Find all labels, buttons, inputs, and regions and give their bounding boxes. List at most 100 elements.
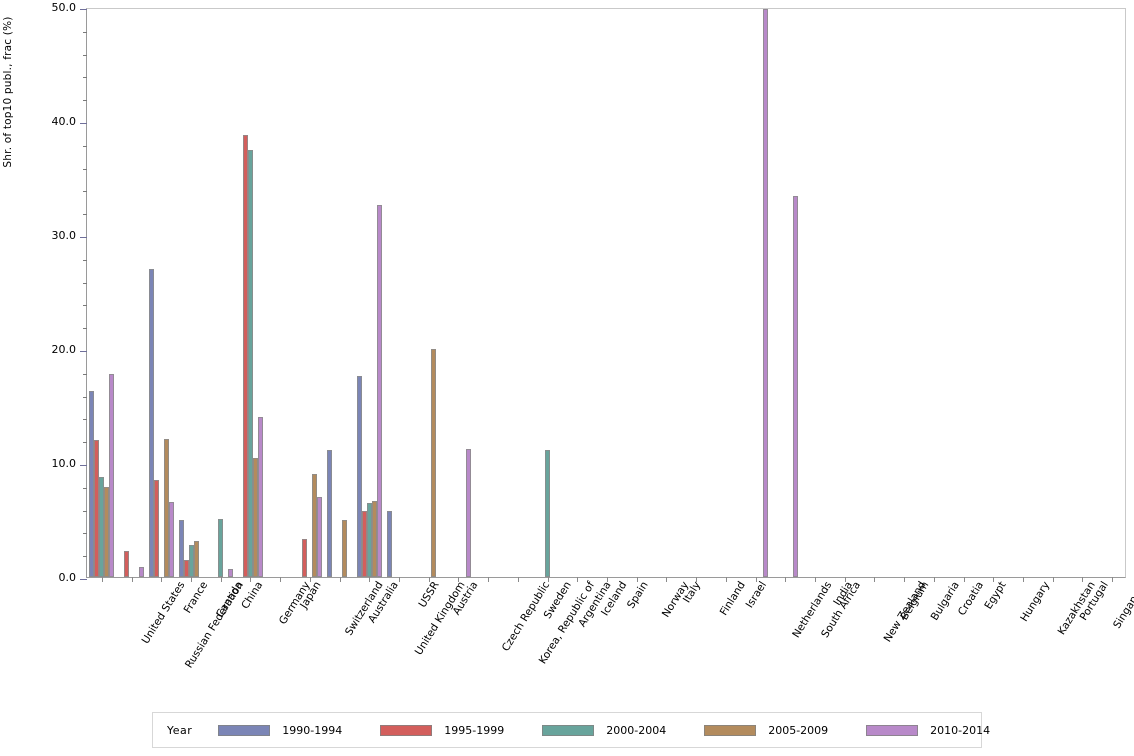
y-minor-tick-mark <box>83 556 87 558</box>
x-tick-mark <box>309 577 311 582</box>
x-tick-label: Israel <box>743 579 769 611</box>
x-tick-mark <box>1052 577 1054 582</box>
x-tick-mark <box>280 577 282 582</box>
legend-label: 2005-2009 <box>768 723 829 737</box>
y-tick-label: 10.0 <box>51 457 77 470</box>
x-tick-label: United States <box>139 579 188 647</box>
x-axis-labels: United States Russian Federation France Can… <box>86 579 1134 700</box>
x-tick-label: Singapore <box>1111 579 1134 631</box>
y-minor-tick-mark <box>83 54 87 56</box>
legend-entry[interactable]: 2000-2004 <box>542 724 666 737</box>
bar <box>252 458 258 577</box>
y-tick-label: 30.0 <box>51 229 77 242</box>
y-minor-tick-mark <box>83 259 87 261</box>
y-minor-tick-mark <box>83 373 87 375</box>
legend-entry[interactable]: 2010-2014 <box>866 724 990 737</box>
y-minor-tick-mark <box>83 533 87 535</box>
x-tick-label: USSR <box>416 579 442 610</box>
bar <box>386 510 392 577</box>
legend-entry[interactable]: 1995-1999 <box>380 724 504 737</box>
x-tick-mark <box>547 577 549 582</box>
x-tick-label: Canada <box>213 579 246 620</box>
bar <box>109 374 115 577</box>
bar <box>361 510 367 577</box>
y-tick-label: 50.0 <box>51 1 77 14</box>
x-tick-mark <box>844 577 846 582</box>
x-tick-mark <box>131 577 133 582</box>
bar <box>242 134 248 577</box>
x-tick-mark <box>488 577 490 582</box>
y-minor-tick-mark <box>83 282 87 284</box>
x-tick-mark <box>904 577 906 582</box>
x-tick-mark <box>696 577 698 582</box>
y-tick-mark <box>80 123 87 124</box>
bar <box>342 520 348 577</box>
y-axis-title: Shr. of top10 publ., frac (%) <box>2 16 14 168</box>
x-tick-mark <box>577 577 579 582</box>
legend-swatch <box>542 724 595 736</box>
y-minor-tick-mark <box>83 168 87 170</box>
x-tick-mark <box>963 577 965 582</box>
bar <box>376 205 382 577</box>
bar <box>139 566 145 577</box>
legend-title: Year <box>167 723 193 737</box>
chart-legend: Year 1990-1994 1995-1999 2000-2004 2005-200… <box>152 712 990 748</box>
y-minor-tick-mark <box>83 305 87 307</box>
bar <box>431 349 437 577</box>
y-minor-tick-mark <box>83 396 87 398</box>
bar <box>312 474 318 577</box>
bar <box>327 450 333 577</box>
bar <box>89 391 95 577</box>
bar <box>178 520 184 577</box>
bar <box>188 545 194 577</box>
bar <box>168 501 174 577</box>
x-tick-mark <box>161 577 163 582</box>
x-tick-mark <box>874 577 876 582</box>
y-minor-tick-mark <box>83 419 87 421</box>
x-tick-mark <box>725 577 727 582</box>
x-tick-label: Bulgaria <box>928 579 963 623</box>
bar <box>356 376 362 577</box>
y-minor-tick-mark <box>83 510 87 512</box>
y-tick-mark <box>80 351 87 352</box>
bar <box>763 9 769 577</box>
bar <box>104 486 110 577</box>
y-minor-tick-mark <box>83 31 87 33</box>
legend-label: 2000-2004 <box>606 723 667 737</box>
bar <box>257 417 263 577</box>
x-tick-label: Spain <box>624 579 651 611</box>
bar <box>247 149 253 577</box>
x-tick-mark <box>1082 577 1084 582</box>
legend-entry[interactable]: 1990-1994 <box>218 724 342 737</box>
y-minor-tick-mark <box>83 77 87 79</box>
x-tick-mark <box>815 577 816 582</box>
x-tick-mark <box>399 577 400 582</box>
x-tick-label: Egypt <box>981 579 1009 612</box>
x-tick-mark <box>666 577 668 582</box>
legend-label: 1995-1999 <box>444 723 505 737</box>
y-minor-tick-mark <box>83 214 87 216</box>
x-tick-mark <box>517 577 519 582</box>
bar <box>228 569 234 577</box>
y-tick-mark <box>80 579 87 580</box>
x-tick-mark <box>220 577 222 582</box>
x-tick-mark <box>1112 577 1114 582</box>
bar <box>317 497 323 577</box>
y-minor-tick-mark <box>83 145 87 147</box>
y-tick-label: 20.0 <box>51 343 77 356</box>
x-tick-mark <box>339 577 341 582</box>
x-tick-mark <box>458 577 460 582</box>
legend-label: 1990-1994 <box>282 723 343 737</box>
x-tick-label: United Kingdom <box>413 579 468 658</box>
x-tick-mark <box>1023 577 1024 582</box>
bar <box>153 480 159 577</box>
x-tick-mark <box>755 577 757 582</box>
y-tick-mark <box>80 237 87 238</box>
y-tick-mark <box>80 465 87 466</box>
x-tick-label: Finland <box>717 579 749 618</box>
x-tick-mark <box>428 577 430 582</box>
legend-entry[interactable]: 2005-2009 <box>704 724 828 737</box>
legend-entries: 1990-1994 1995-1999 2000-2004 2005-2009 2010… <box>218 724 1028 737</box>
y-minor-tick-mark <box>83 100 87 102</box>
